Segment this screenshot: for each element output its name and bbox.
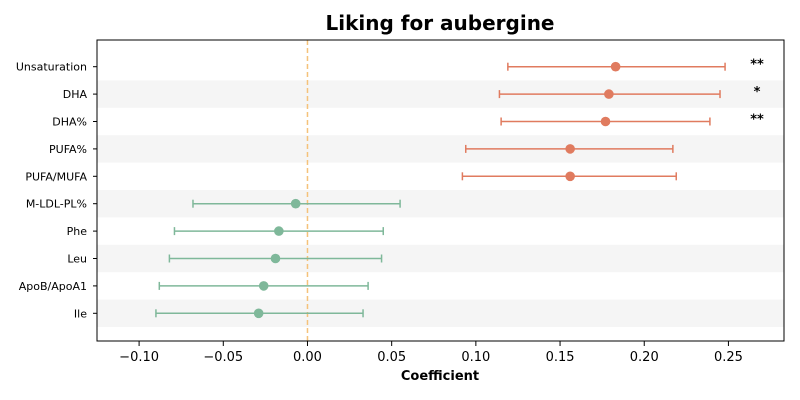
x-tick-label: 0.05	[377, 350, 406, 365]
x-axis-label: Coefficient	[401, 369, 479, 384]
y-tick-label: Unsaturation	[16, 61, 87, 74]
significance-label: **	[750, 58, 764, 73]
row-phe	[173, 226, 384, 236]
estimate-point	[604, 89, 614, 99]
row-dha-: **	[500, 113, 764, 128]
row-apob-apoa1	[158, 281, 369, 291]
row-pufa-	[465, 144, 674, 154]
significance-label: **	[750, 113, 764, 128]
y-tick-label: DHA%	[52, 116, 87, 129]
significance-label: *	[754, 85, 761, 100]
estimate-point	[253, 308, 264, 319]
estimate-point	[565, 144, 575, 154]
row-m-ldl-pl-	[192, 198, 401, 209]
row-band	[97, 135, 784, 163]
y-tick-label: Leu	[67, 253, 87, 266]
x-tick-label: 0.10	[461, 350, 490, 365]
row-leu	[168, 253, 383, 264]
x-tick-label: 0.20	[630, 350, 659, 365]
x-tick-label: 0.00	[293, 350, 322, 365]
estimate-point	[600, 116, 611, 127]
y-tick-label: PUFA%	[49, 143, 87, 156]
y-tick-label: M-LDL-PL%	[26, 198, 87, 211]
y-tick-label: Ile	[74, 307, 87, 320]
estimate-point	[610, 61, 621, 72]
row-dha: *	[498, 85, 761, 100]
x-tick-label: 0.15	[546, 350, 575, 365]
x-axis-ticks: −0.10 −0.05 0.00 0.05 0.10 0.15 0.20 0.25	[119, 341, 743, 365]
estimate-point	[274, 226, 284, 236]
x-tick-label: 0.25	[714, 350, 743, 365]
chart-title: Liking for aubergine	[326, 11, 555, 35]
row-unsaturation: **	[507, 58, 764, 73]
y-tick-label: PUFA/MUFA	[25, 170, 87, 183]
estimate-point	[258, 281, 269, 291]
x-tick-label: −0.05	[203, 350, 243, 365]
estimate-point	[270, 253, 281, 264]
estimate-point	[565, 171, 575, 182]
y-tick-label: ApoB/ApoA1	[19, 280, 87, 293]
x-tick-label: −0.10	[119, 350, 159, 365]
y-axis-ticks: Unsaturation DHA DHA% PUFA% PUFA/MUFA M-LDL-P…	[16, 61, 97, 320]
plot-frame	[96, 39, 785, 342]
data-rows: *****	[155, 58, 764, 319]
y-tick-label: DHA	[63, 88, 88, 101]
row-pufa-mufa	[461, 171, 677, 182]
y-tick-label: Phe	[67, 225, 88, 238]
estimate-point	[290, 198, 301, 209]
row-ile	[155, 308, 364, 319]
